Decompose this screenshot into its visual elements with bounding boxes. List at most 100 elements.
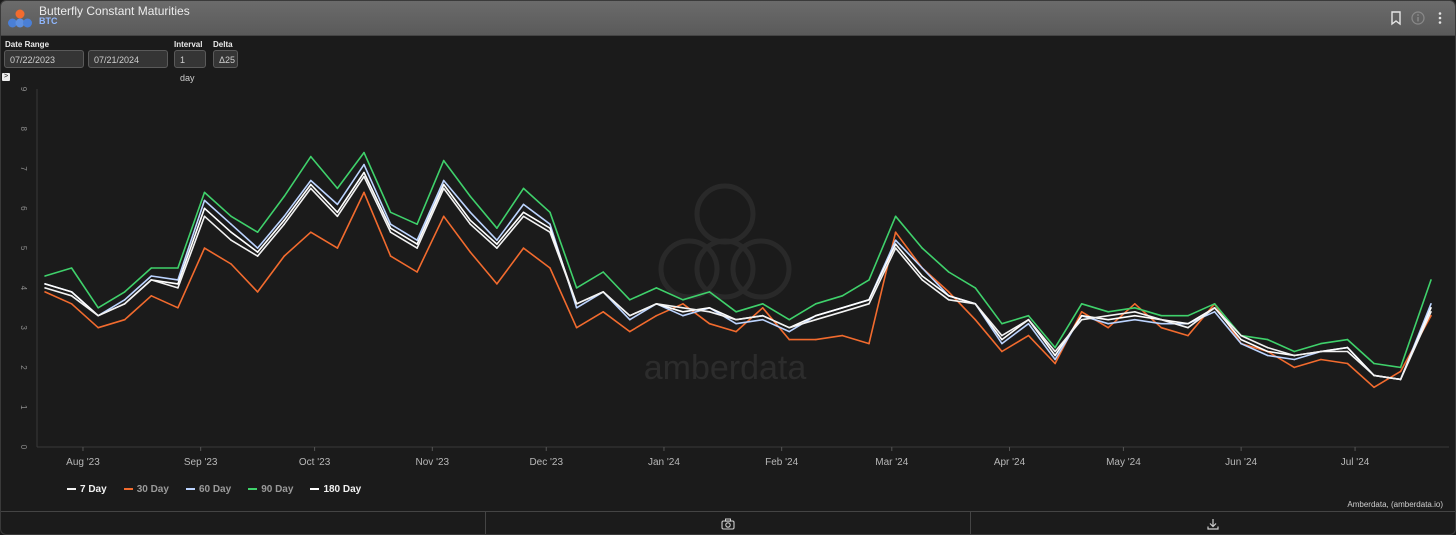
data-point — [150, 275, 153, 277]
data-point — [1320, 358, 1322, 361]
expand-toggle-icon[interactable]: > — [2, 73, 10, 81]
data-point — [442, 187, 445, 190]
data-point — [1054, 354, 1056, 357]
legend-item-7-day[interactable]: 7 Day — [67, 482, 107, 496]
data-point — [1027, 318, 1030, 321]
data-point — [522, 187, 525, 190]
y-tick-label: 4 — [19, 286, 28, 291]
data-point — [1213, 303, 1216, 305]
data-point — [70, 267, 73, 269]
start-date-input[interactable]: 07/22/2023 — [4, 50, 84, 68]
data-point — [841, 334, 844, 337]
data-point — [1346, 362, 1349, 365]
data-point — [522, 211, 525, 214]
data-point — [1399, 366, 1402, 369]
x-tick-label: Jul '24 — [1341, 457, 1370, 468]
data-point — [416, 271, 418, 273]
data-point — [1001, 322, 1003, 325]
data-point — [522, 247, 525, 249]
data-point — [522, 203, 525, 206]
data-point — [363, 171, 365, 174]
data-point — [1107, 322, 1109, 325]
data-point — [336, 203, 339, 206]
data-point — [44, 275, 46, 277]
legend-item-60-day[interactable]: 60 Day — [185, 482, 231, 496]
data-point — [442, 183, 445, 186]
delta-select[interactable]: Δ25 — [213, 50, 238, 68]
data-point — [1430, 311, 1432, 313]
data-point — [522, 215, 525, 218]
data-point — [1399, 378, 1402, 381]
legend-label: 180 Day — [323, 483, 362, 495]
series-lines — [44, 151, 1432, 389]
data-point — [921, 247, 923, 249]
info-icon[interactable] — [1410, 10, 1426, 26]
data-point — [1266, 350, 1269, 353]
data-point — [1346, 350, 1349, 353]
legend-swatch — [248, 488, 258, 490]
legend-item-90-day[interactable]: 90 Day — [248, 482, 293, 496]
data-point — [1134, 311, 1136, 313]
data-point — [1346, 346, 1349, 349]
x-tick-label: Jun '24 — [1225, 457, 1257, 468]
data-point — [868, 342, 870, 345]
camera-icon — [721, 518, 735, 530]
data-point — [283, 255, 286, 257]
data-point — [761, 314, 764, 317]
bookmark-icon[interactable] — [1388, 10, 1404, 26]
data-point — [655, 314, 658, 317]
data-point — [230, 215, 232, 218]
data-point — [629, 314, 631, 317]
data-point — [363, 175, 365, 178]
data-point — [496, 247, 498, 249]
download-button[interactable] — [971, 512, 1455, 534]
data-point — [1293, 366, 1296, 369]
data-point — [1373, 362, 1375, 365]
x-tick-label: Sep '23 — [184, 457, 218, 468]
data-point — [177, 279, 179, 281]
data-point — [336, 187, 339, 190]
data-point — [1240, 338, 1242, 341]
data-point — [1054, 350, 1056, 353]
data-point — [336, 215, 339, 218]
legend-item-30-day[interactable]: 30 Day — [123, 482, 169, 496]
series-line-90-day — [44, 151, 1432, 369]
data-point — [708, 307, 711, 309]
data-point — [416, 239, 418, 241]
data-point — [256, 251, 259, 253]
screenshot-button[interactable] — [486, 512, 971, 534]
data-point — [735, 318, 737, 321]
y-tick-label: 9 — [19, 87, 28, 92]
y-tick-label: 5 — [19, 246, 28, 251]
data-point — [841, 295, 844, 297]
data-point — [336, 247, 339, 249]
data-point — [203, 247, 206, 249]
data-point — [203, 199, 206, 202]
data-point — [363, 191, 365, 194]
data-point — [310, 183, 312, 186]
footer-empty-cell — [1, 512, 486, 534]
data-point — [469, 195, 472, 198]
interval-select[interactable]: 1 day — [174, 50, 206, 83]
data-point — [602, 291, 604, 293]
data-point — [1001, 334, 1003, 337]
legend-item-180-day[interactable]: 180 Day — [310, 482, 361, 496]
data-point — [203, 191, 206, 194]
data-point — [921, 275, 923, 277]
data-point — [761, 307, 764, 309]
end-date-input[interactable]: 07/21/2024 — [88, 50, 168, 68]
data-point — [469, 251, 472, 253]
data-point — [549, 223, 551, 225]
data-point — [44, 283, 46, 285]
data-point — [575, 287, 578, 289]
data-point — [549, 231, 551, 233]
data-point — [894, 231, 897, 233]
data-point — [203, 207, 206, 210]
legend-label: 30 Day — [136, 483, 169, 495]
data-point — [1107, 326, 1109, 329]
data-point — [150, 279, 153, 281]
data-point — [389, 211, 392, 214]
y-tick-label: 3 — [19, 325, 28, 330]
more-vert-icon[interactable] — [1432, 10, 1448, 26]
data-point — [1373, 374, 1375, 377]
